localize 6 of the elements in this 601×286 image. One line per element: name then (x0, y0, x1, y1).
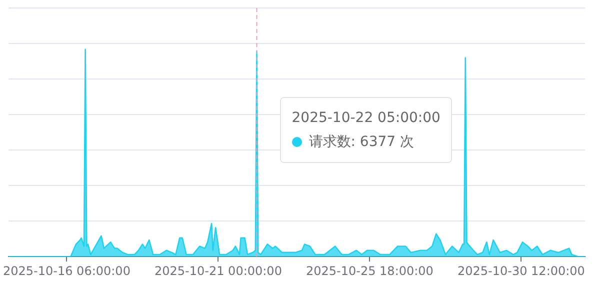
x-tick-label: 2025-10-16 06:00:00 (2, 264, 130, 278)
annotation: 请求数: 6377 次 (308, 133, 414, 152)
x-tick-label: 2025-10-25 18:00:00 (306, 264, 434, 278)
x-tick-label: 2025-10-21 00:00:00 (154, 264, 282, 278)
annotation: 2025-10-22 05:00:00 (292, 109, 440, 128)
x-tick-label: 2025-10-30 12:00:00 (457, 264, 585, 278)
